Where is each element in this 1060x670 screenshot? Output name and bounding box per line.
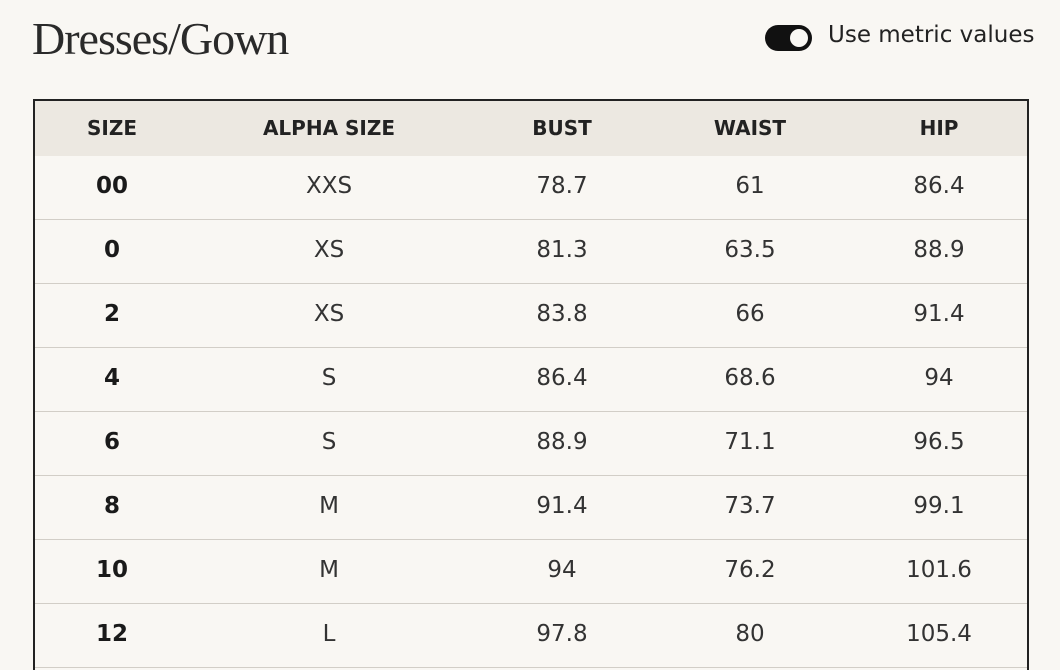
table-cell: 0	[103, 237, 120, 263]
table-cell: 63.5	[724, 237, 776, 263]
table-cell: M	[319, 557, 339, 583]
table-cell: 4	[103, 365, 120, 391]
column-header: ALPHA SIZE	[262, 116, 396, 140]
table-cell: S	[321, 429, 337, 455]
table-cell: XXS	[305, 173, 353, 199]
table-row: 2 XS 83.8 66 91.4	[35, 284, 1027, 348]
column-header: BUST	[532, 116, 592, 140]
table-row: 4 S 86.4 68.6 94	[35, 348, 1027, 412]
table-cell: 8	[103, 493, 120, 519]
table-row: 00 XXS 78.7 61 86.4	[35, 156, 1027, 220]
table-cell: 83.8	[536, 301, 588, 327]
table-row: 10 M 94 76.2 101.6	[35, 540, 1027, 604]
table-row: 6 S 88.9 71.1 96.5	[35, 412, 1027, 476]
table-cell: S	[321, 365, 337, 391]
page-title: Dresses/Gown	[32, 13, 289, 64]
table-row: 0 XS 81.3 63.5 88.9	[35, 220, 1027, 284]
table-cell: 66	[735, 301, 765, 327]
table-cell: 12	[95, 621, 128, 647]
table-cell: 71.1	[724, 429, 776, 455]
table-cell: 94	[924, 365, 954, 391]
table-header: SIZE ALPHA SIZE BUST WAIST HIP	[35, 101, 1027, 156]
size-table: SIZE ALPHA SIZE BUST WAIST HIP 00 XXS 78.7 61 86…	[33, 99, 1029, 670]
table-row: 8 M 91.4 73.7 99.1	[35, 476, 1027, 540]
table-cell: 81.3	[536, 237, 588, 263]
table-cell: 68.6	[724, 365, 776, 391]
table-cell: 101.6	[906, 557, 972, 583]
table-cell: 99.1	[913, 493, 965, 519]
table-cell: 00	[95, 173, 128, 199]
table-cell: 86.4	[913, 173, 965, 199]
table-cell: XS	[313, 237, 345, 263]
table-cell: 96.5	[913, 429, 965, 455]
table-cell: 88.9	[536, 429, 588, 455]
table-cell: 73.7	[724, 493, 776, 519]
table-cell: 61	[735, 173, 765, 199]
table-cell: 80	[735, 621, 765, 647]
table-cell: XS	[313, 301, 345, 327]
toggle-label[interactable]: Use metric values	[828, 22, 1035, 48]
table-cell: 91.4	[536, 493, 588, 519]
table-cell: 86.4	[536, 365, 588, 391]
table-cell: 94	[547, 557, 577, 583]
table-cell: L	[322, 621, 336, 647]
column-header: HIP	[919, 116, 959, 140]
table-cell: 97.8	[536, 621, 588, 647]
table-row: 12 L 97.8 80 105.4	[35, 604, 1027, 668]
table-cell: 76.2	[724, 557, 776, 583]
table-cell: 10	[95, 557, 128, 583]
table-cell: 6	[103, 429, 120, 455]
table-cell: 91.4	[913, 301, 965, 327]
table-cell: 105.4	[906, 621, 972, 647]
table-cell: M	[319, 493, 339, 519]
metric-toggle[interactable]	[765, 25, 812, 51]
table-cell: 78.7	[536, 173, 588, 199]
column-header: WAIST	[713, 116, 787, 140]
column-header: SIZE	[86, 116, 137, 140]
table-cell: 2	[103, 301, 120, 327]
table-cell: 88.9	[913, 237, 965, 263]
